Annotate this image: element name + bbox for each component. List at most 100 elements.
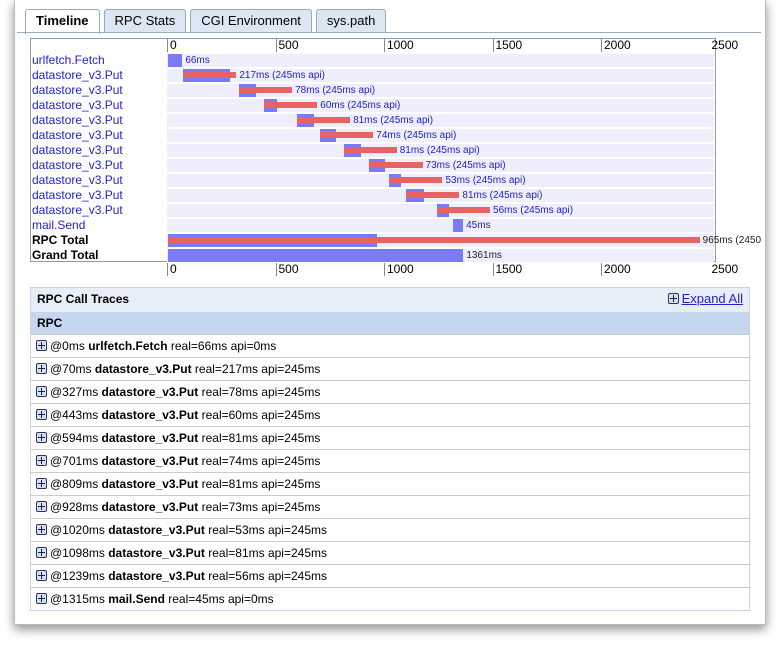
- row-label[interactable]: datastore_v3.Put: [32, 143, 123, 157]
- expand-icon[interactable]: [36, 593, 47, 604]
- trace-start: @594ms: [50, 431, 99, 445]
- bottom-axis-tick: 1000: [384, 263, 414, 276]
- api-time-bar: [264, 102, 318, 108]
- trace-row[interactable]: @928ms datastore_v3.Put real=73ms api=24…: [31, 495, 749, 518]
- bottom-axis-tick: 2000: [601, 263, 631, 276]
- top-axis-tick: 0: [167, 39, 177, 52]
- row-track: [167, 144, 714, 157]
- trace-call: datastore_v3.Put: [108, 523, 205, 537]
- row-track: [167, 159, 714, 172]
- trace-row[interactable]: @594ms datastore_v3.Put real=81ms api=24…: [31, 426, 749, 449]
- row-label[interactable]: datastore_v3.Put: [32, 128, 123, 142]
- expand-all-link[interactable]: Expand All: [667, 288, 743, 310]
- bar-value-label: 74ms (245ms api): [376, 130, 457, 141]
- trace-call: datastore_v3.Put: [101, 431, 199, 445]
- trace-row[interactable]: @443ms datastore_v3.Put real=60ms api=24…: [31, 403, 749, 426]
- tab-cgi-environment[interactable]: CGI Environment: [190, 9, 312, 32]
- expand-icon[interactable]: [36, 570, 47, 581]
- expand-icon[interactable]: [36, 547, 47, 558]
- bottom-axis-tick: 2500: [711, 262, 739, 276]
- bottom-axis-tick: 0: [167, 263, 177, 276]
- trace-stats: real=66ms api=0ms: [170, 339, 277, 353]
- trace-row[interactable]: @70ms datastore_v3.Put real=217ms api=24…: [31, 357, 749, 380]
- row-label[interactable]: datastore_v3.Put: [32, 203, 123, 217]
- expand-icon[interactable]: [36, 455, 47, 466]
- row-label[interactable]: datastore_v3.Put: [32, 173, 123, 187]
- trace-row[interactable]: @809ms datastore_v3.Put real=81ms api=24…: [31, 472, 749, 495]
- trace-stats: real=78ms api=245ms: [201, 385, 321, 399]
- trace-row[interactable]: @1098ms datastore_v3.Put real=81ms api=2…: [31, 541, 749, 564]
- window: Timeline RPC Stats CGI Environment sys.p…: [14, 0, 766, 625]
- bar-value-label: 965ms (2450: [702, 235, 762, 246]
- row-label[interactable]: datastore_v3.Put: [32, 98, 123, 112]
- api-time-bar: [389, 177, 443, 183]
- row-label[interactable]: datastore_v3.Put: [32, 158, 123, 172]
- row-label[interactable]: urlfetch.Fetch: [32, 53, 105, 67]
- bar-value-label: 60ms (245ms api): [320, 100, 401, 111]
- trace-call: datastore_v3.Put: [108, 546, 205, 560]
- bar-value-label: 53ms (245ms api): [445, 175, 526, 186]
- row-label[interactable]: datastore_v3.Put: [32, 83, 123, 97]
- real-time-bar: [453, 219, 464, 232]
- expand-icon[interactable]: [36, 340, 47, 351]
- bar-value-label: 56ms (245ms api): [493, 205, 574, 216]
- trace-call: datastore_v3.Put: [101, 500, 199, 514]
- trace-call: datastore_v3.Put: [101, 454, 199, 468]
- tab-timeline[interactable]: Timeline: [25, 9, 100, 34]
- row-label[interactable]: datastore_v3.Put: [32, 188, 123, 202]
- expand-icon[interactable]: [36, 409, 47, 420]
- trace-stats: real=53ms api=245ms: [208, 523, 327, 537]
- top-axis-tick: 500: [275, 39, 299, 52]
- expand-icon[interactable]: [36, 501, 47, 512]
- trace-start: @1239ms: [50, 569, 105, 583]
- traces-title: RPC Call Traces: [37, 292, 130, 306]
- api-time-bar: [436, 207, 491, 213]
- trace-start: @70ms: [50, 362, 92, 376]
- trace-row[interactable]: @327ms datastore_v3.Put real=78ms api=24…: [31, 380, 749, 403]
- trace-row[interactable]: @1020ms datastore_v3.Put real=53ms api=2…: [31, 518, 749, 541]
- row-track: [167, 99, 714, 112]
- trace-start: @0ms: [50, 339, 85, 353]
- trace-start: @1315ms: [50, 592, 105, 606]
- bar-value-label: 217ms (245ms api): [239, 70, 325, 81]
- row-track: [167, 114, 714, 127]
- trace-call: mail.Send: [108, 592, 165, 606]
- trace-start: @443ms: [50, 408, 99, 422]
- row-label[interactable]: datastore_v3.Put: [32, 68, 123, 82]
- row-track: [167, 84, 714, 97]
- bar-value-label: 81ms (245ms api): [353, 115, 434, 126]
- trace-row[interactable]: @1239ms datastore_v3.Put real=56ms api=2…: [31, 564, 749, 587]
- trace-start: @1020ms: [50, 523, 105, 537]
- row-label[interactable]: datastore_v3.Put: [32, 113, 123, 127]
- top-axis-tick: 1500: [492, 39, 522, 52]
- trace-row[interactable]: @701ms datastore_v3.Put real=74ms api=24…: [31, 449, 749, 472]
- bar-value-label: 73ms (245ms api): [425, 160, 506, 171]
- trace-row[interactable]: @1315ms mail.Send real=45ms api=0ms: [31, 587, 749, 610]
- tab-bar: Timeline RPC Stats CGI Environment sys.p…: [25, 9, 387, 34]
- trace-start: @809ms: [50, 477, 99, 491]
- api-time-bar: [406, 192, 460, 198]
- expand-icon[interactable]: [36, 524, 47, 535]
- top-axis-tick: 2000: [601, 39, 631, 52]
- trace-stats: real=45ms api=0ms: [168, 592, 274, 606]
- expand-icon[interactable]: [36, 432, 47, 443]
- rpc-call-traces: RPC Call Traces Expand All RPC @0ms urlf…: [30, 287, 750, 611]
- row-track: [167, 219, 714, 232]
- tab-sys-path[interactable]: sys.path: [315, 9, 387, 32]
- bar-value-label: 45ms: [466, 220, 491, 231]
- expand-icon[interactable]: [36, 363, 47, 374]
- expand-icon[interactable]: [36, 386, 47, 397]
- trace-call: datastore_v3.Put: [101, 385, 199, 399]
- trace-call: datastore_v3.Put: [101, 477, 199, 491]
- timeline-chart: 0 0 500 500 1000 1000 1500 1500 2000 2000 2500 2500…: [30, 38, 761, 276]
- tab-rpc-stats[interactable]: RPC Stats: [103, 9, 187, 32]
- trace-row[interactable]: @0ms urlfetch.Fetch real=66ms api=0ms: [31, 334, 749, 357]
- expand-all-label: Expand All: [681, 291, 743, 306]
- row-label: Grand Total: [32, 248, 99, 262]
- expand-icon[interactable]: [36, 478, 47, 489]
- row-label[interactable]: mail.Send: [32, 218, 86, 232]
- row-track: [167, 129, 714, 142]
- trace-call: datastore_v3.Put: [108, 569, 205, 583]
- api-time-bar: [168, 237, 700, 243]
- trace-stats: real=74ms api=245ms: [201, 454, 321, 468]
